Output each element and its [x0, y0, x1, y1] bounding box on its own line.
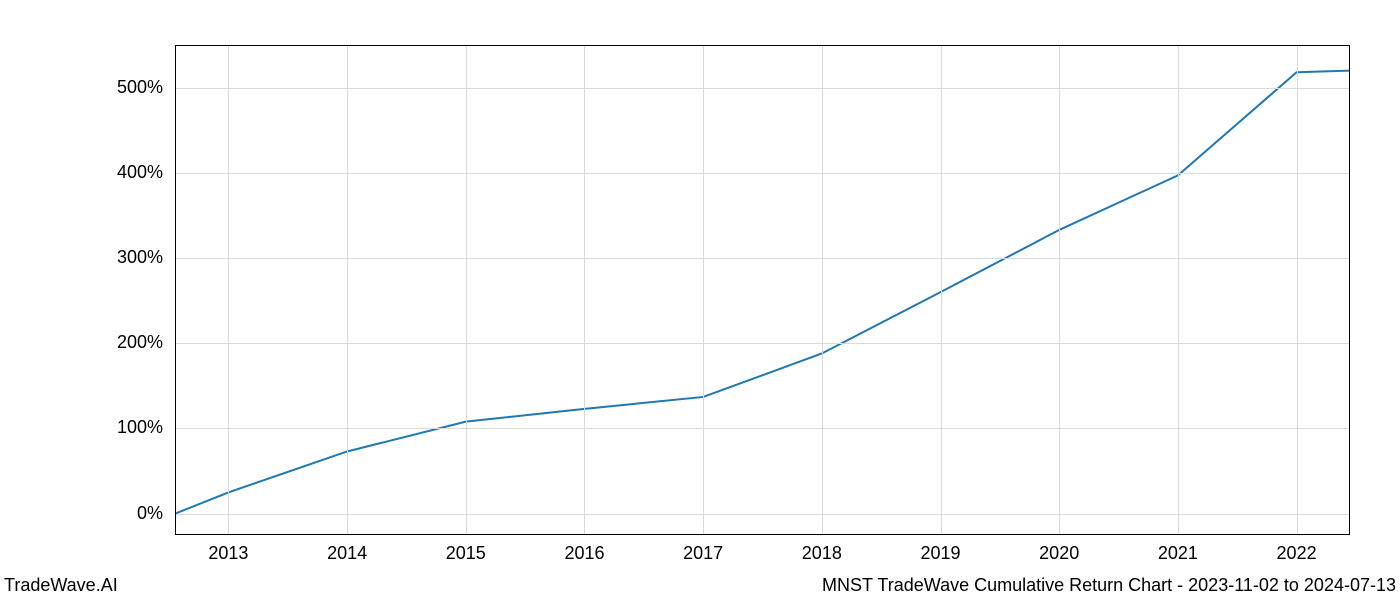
gridline-vertical — [228, 45, 229, 535]
x-tick-label: 2016 — [554, 543, 614, 564]
gridline-vertical — [1178, 45, 1179, 535]
gridline-horizontal — [175, 428, 1350, 429]
gridline-vertical — [347, 45, 348, 535]
gridline-horizontal — [175, 343, 1350, 344]
gridline-vertical — [584, 45, 585, 535]
gridline-horizontal — [175, 173, 1350, 174]
series-line — [175, 71, 1350, 514]
x-tick-label: 2019 — [911, 543, 971, 564]
footer-right-label: MNST TradeWave Cumulative Return Chart -… — [822, 575, 1396, 596]
y-tick-label: 300% — [83, 247, 163, 268]
gridline-vertical — [466, 45, 467, 535]
y-tick-label: 100% — [83, 417, 163, 438]
axis-spine — [1349, 45, 1350, 535]
gridline-vertical — [1059, 45, 1060, 535]
gridline-horizontal — [175, 514, 1350, 515]
axis-spine — [175, 45, 176, 535]
gridline-vertical — [703, 45, 704, 535]
y-tick-label: 400% — [83, 162, 163, 183]
x-tick-label: 2020 — [1029, 543, 1089, 564]
plot-area — [175, 45, 1350, 535]
axis-spine — [175, 45, 1350, 46]
gridline-horizontal — [175, 258, 1350, 259]
gridline-vertical — [822, 45, 823, 535]
y-tick-label: 200% — [83, 332, 163, 353]
gridline-horizontal — [175, 88, 1350, 89]
x-tick-label: 2018 — [792, 543, 852, 564]
axis-spine — [175, 534, 1350, 535]
x-tick-label: 2015 — [436, 543, 496, 564]
y-tick-label: 500% — [83, 77, 163, 98]
gridline-vertical — [1297, 45, 1298, 535]
x-tick-label: 2022 — [1267, 543, 1327, 564]
x-tick-label: 2013 — [198, 543, 258, 564]
x-tick-label: 2017 — [673, 543, 733, 564]
chart-container: TradeWave.AI MNST TradeWave Cumulative R… — [0, 0, 1400, 600]
footer-left-label: TradeWave.AI — [4, 575, 118, 596]
x-tick-label: 2014 — [317, 543, 377, 564]
x-tick-label: 2021 — [1148, 543, 1208, 564]
line-chart-svg — [175, 45, 1350, 535]
gridline-vertical — [941, 45, 942, 535]
y-tick-label: 0% — [83, 503, 163, 524]
